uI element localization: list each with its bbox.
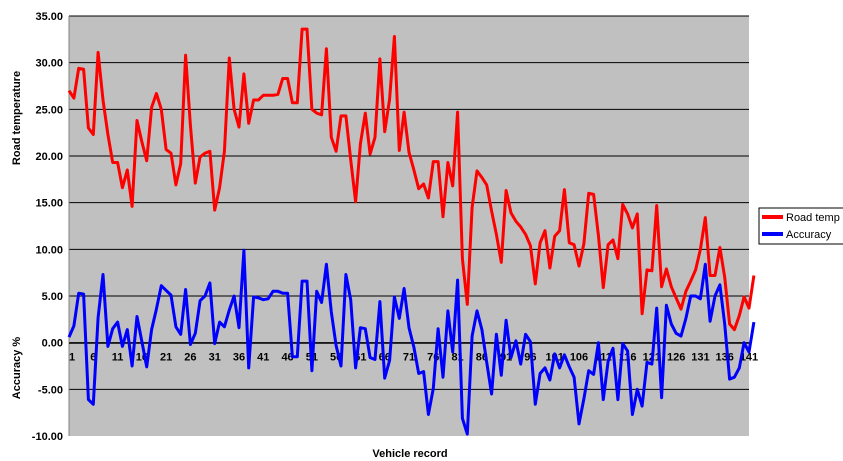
series-line-road-temp — [67, 27, 756, 332]
y-axis-title-lower: Accuracy % — [11, 337, 23, 400]
x-tick-label: 106 — [570, 352, 588, 364]
x-tick-label: 11 — [112, 352, 124, 364]
legend-box — [758, 207, 843, 245]
y-tick-label: -10.00 — [32, 431, 63, 443]
x-tick-labels: 1 6 11 16 21 26 31 36 41 46 51 56 61 66 71 76 81 86 91 96 10… — [69, 352, 758, 364]
x-tick-label: 26 — [184, 352, 196, 364]
legend: Road temp Accuracy — [758, 207, 843, 245]
x-tick-label: 126 — [667, 352, 685, 364]
y-tick-label: 35.00 — [35, 11, 63, 23]
y-tick-label: 25.00 — [35, 104, 63, 116]
plot-area — [69, 16, 749, 436]
series-lines — [67, 27, 756, 436]
x-tick-label: 21 — [160, 352, 172, 364]
x-tick-label: 46 — [281, 352, 293, 364]
y-tick-label: 15.00 — [35, 198, 63, 210]
legend-label-accuracy: Accuracy — [786, 229, 832, 241]
x-tick-label: 31 — [209, 352, 221, 364]
x-tick-label: 41 — [257, 352, 269, 364]
legend-label-road-temp: Road temp — [786, 212, 840, 224]
x-tick-label: 131 — [691, 352, 709, 364]
x-tick-label: 36 — [233, 352, 245, 364]
y-axis-title-upper: Road temperature — [11, 71, 23, 165]
x-tick-label: 141 — [740, 352, 758, 364]
y-tick-label: -5.00 — [38, 384, 63, 396]
x-tick-label: 6 — [90, 352, 96, 364]
x-tick-label: 71 — [403, 352, 415, 364]
y-tick-labels: -10.00 -5.00 0.00 5.00 10.00 15.00 20.00 25.00 3… — [32, 11, 63, 443]
series-line-accuracy — [67, 248, 756, 436]
y-tick-label: 10.00 — [35, 244, 63, 256]
y-tick-label: 0.00 — [42, 338, 63, 350]
y-tick-label: 20.00 — [35, 151, 63, 163]
y-tick-label: 30.00 — [35, 58, 63, 70]
x-tick-label: 1 — [69, 352, 75, 364]
x-axis-title: Vehicle record — [372, 448, 447, 460]
x-tick-label: 136 — [716, 352, 734, 364]
y-tick-label: 5.00 — [42, 291, 63, 303]
